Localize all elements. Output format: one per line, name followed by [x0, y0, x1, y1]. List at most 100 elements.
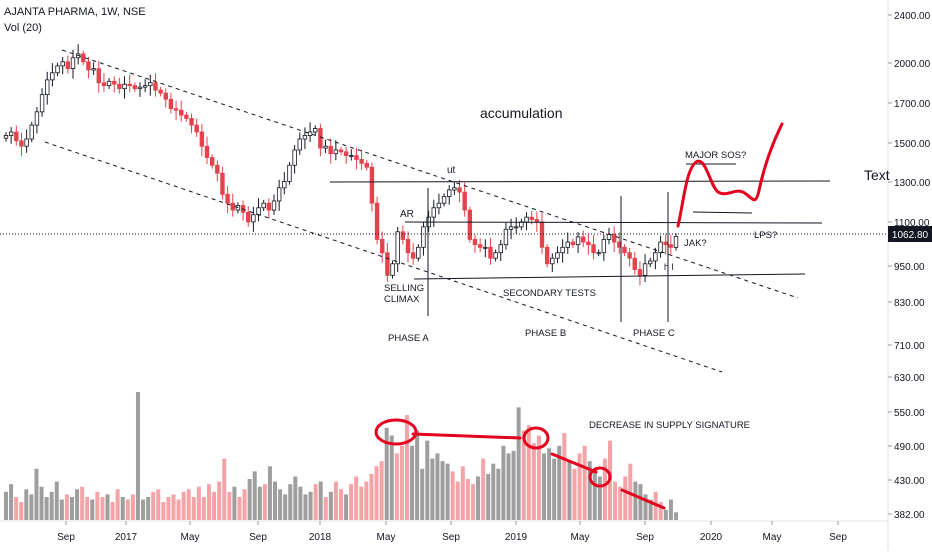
- x-tick-label: May: [571, 532, 590, 543]
- volume-bar: [496, 468, 501, 520]
- candle-body: [447, 189, 452, 197]
- volume-bar: [181, 491, 186, 520]
- candle-body: [441, 196, 447, 204]
- candle-body: [328, 145, 333, 155]
- lps-target-line: [692, 211, 753, 214]
- supply-markers: [374, 418, 666, 510]
- volume-bar: [668, 499, 673, 520]
- supply-line-2: [550, 452, 598, 474]
- candle-body: [452, 187, 457, 191]
- volume-bar: [557, 445, 562, 520]
- volume-bar: [288, 484, 293, 520]
- volume-bar: [577, 453, 582, 520]
- volume-bar: [567, 461, 572, 520]
- candle-body: [483, 246, 488, 249]
- volume-bar: [404, 415, 409, 520]
- volume-bar: [110, 502, 115, 520]
- volume-bar: [394, 453, 399, 520]
- volume-bar: [623, 476, 628, 520]
- volume-bar: [212, 491, 217, 520]
- candle-body: [550, 257, 555, 265]
- ut-label: ut: [447, 165, 456, 176]
- channel-upper-line: [61, 49, 799, 299]
- accumulation-label: accumulation: [480, 105, 563, 121]
- candlesticks: [3, 44, 679, 286]
- candle-body: [467, 209, 473, 240]
- volume-bar: [115, 489, 120, 520]
- y-tick-label: 1500.00: [894, 139, 931, 150]
- x-tick-label: May: [763, 532, 782, 543]
- candle-body: [81, 53, 86, 63]
- volume-bar: [90, 499, 95, 520]
- candle-body: [209, 157, 215, 166]
- x-tick-label: 2018: [309, 532, 332, 543]
- volume-bar: [399, 445, 404, 520]
- volume-bar: [465, 479, 470, 520]
- volume-circle-3: [588, 466, 612, 488]
- volume-bar: [572, 468, 577, 520]
- candle-body: [142, 85, 148, 88]
- phase-markers: [427, 188, 669, 322]
- symbol-title: AJANTA PHARMA, 1W, NSE: [4, 6, 146, 18]
- trend-channel: [44, 49, 799, 373]
- y-tick-label: 382.00: [894, 510, 925, 521]
- volume-bar: [54, 481, 59, 520]
- candle-body: [204, 145, 210, 158]
- candle-body: [539, 221, 545, 248]
- volume-bar: [39, 486, 44, 520]
- volume-bars: [4, 392, 678, 520]
- volume-bar: [34, 468, 39, 520]
- volume-bar: [542, 453, 547, 520]
- candle-body: [390, 263, 395, 276]
- candle-body: [158, 89, 163, 94]
- candle-body: [673, 235, 679, 248]
- candle-body: [86, 61, 91, 71]
- y-tick-label: 830.00: [894, 298, 925, 309]
- volume-bar: [440, 461, 445, 520]
- candle-body: [297, 138, 302, 151]
- volume-bar: [242, 489, 247, 520]
- volume-bar: [283, 494, 288, 520]
- candle-body: [91, 68, 96, 71]
- volume-bar: [257, 486, 262, 520]
- volume-bar: [531, 443, 536, 520]
- volume-bar: [521, 430, 526, 520]
- x-tick-label: Sep: [829, 532, 847, 543]
- candle-body: [622, 246, 627, 254]
- volume-bar: [9, 484, 14, 520]
- volume-bar: [171, 494, 176, 520]
- candle-body: [3, 135, 9, 139]
- y-tick-label: 1700.00: [894, 99, 931, 110]
- volume-bar: [196, 486, 201, 520]
- volume-bar: [141, 499, 146, 520]
- x-tick-label: Sep: [636, 532, 654, 543]
- y-tick-label: 550.00: [894, 408, 925, 419]
- volume-bar: [410, 445, 415, 520]
- candle-body: [534, 219, 540, 223]
- candle-body: [421, 226, 426, 248]
- volume-bar: [328, 491, 333, 520]
- candle-body: [591, 244, 596, 254]
- candle-body: [225, 193, 230, 204]
- candle-body: [323, 145, 328, 149]
- volume-bar: [460, 466, 465, 520]
- volume-bar: [69, 496, 74, 520]
- volume-bar: [201, 496, 206, 520]
- volume-bar: [501, 445, 506, 520]
- volume-bar: [379, 461, 384, 520]
- volume-bar: [582, 445, 587, 520]
- candle-body: [173, 108, 179, 111]
- candle-body: [199, 131, 205, 147]
- volume-bar: [481, 458, 486, 520]
- candle-body: [472, 239, 478, 246]
- volume-bar: [95, 491, 100, 520]
- candle-body: [220, 172, 225, 195]
- candle-body: [658, 241, 663, 254]
- candle-body: [416, 246, 421, 259]
- volume-bar: [14, 496, 19, 520]
- volume-bar: [450, 471, 455, 520]
- y-tick-label: 950.00: [894, 262, 925, 273]
- volume-bar: [49, 491, 54, 520]
- candle-body: [570, 241, 576, 246]
- volume-bar: [105, 494, 110, 520]
